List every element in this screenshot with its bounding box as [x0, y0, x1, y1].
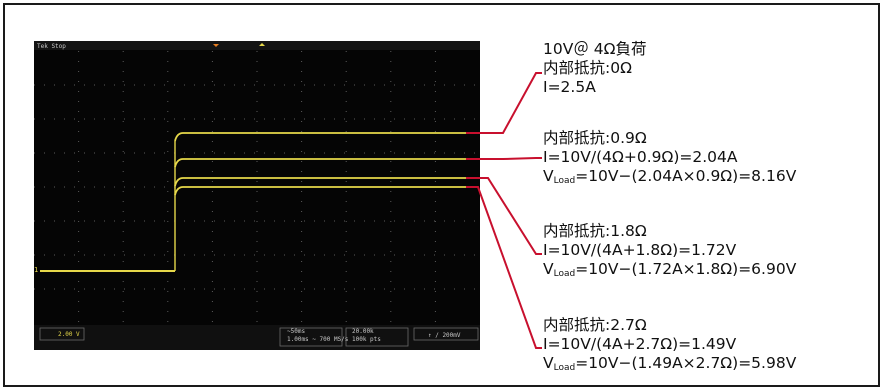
ch1-ground-marker: 1 — [34, 266, 39, 274]
scope-header-bar — [34, 41, 480, 50]
timebase-readout: ~50ms — [287, 328, 306, 335]
oscilloscope-display — [34, 41, 480, 350]
leader-line-3 — [466, 186, 542, 349]
annotation-1.8ohm: 内部抵抗:1.8Ω I=10V/(4A+1.8Ω)=1.72V VLoad=10… — [543, 222, 796, 279]
readout-box — [279, 327, 343, 347]
oscilloscope-grid — [34, 41, 480, 350]
trace-level-1 — [174, 158, 466, 168]
trigger-readout: ↑ / 200mV — [428, 332, 461, 339]
annotation-line: 内部抵抗:1.8Ω — [543, 222, 647, 240]
annotation-line: 10V＠ 4Ω負荷 — [543, 40, 647, 58]
annotation-line: I=2.5A — [543, 78, 596, 96]
readout-box — [39, 327, 85, 341]
ch1-scale-readout: 2.00 V — [58, 331, 80, 338]
annotation-0.9ohm: 内部抵抗:0.9Ω I=10V/(4Ω+0.9Ω)=2.04A VLoad=10… — [543, 129, 796, 186]
annotation-0ohm: 10V＠ 4Ω負荷 内部抵抗:0Ω I=2.5A — [543, 40, 646, 97]
trigger-level-marker — [259, 43, 265, 46]
oscilloscope-screen: Tek Stop 1 2.00 V ~50ms 1.00ms ~ 700 MS/… — [34, 41, 480, 350]
trace-level-0 — [174, 132, 466, 142]
voltage-traces — [40, 132, 466, 272]
sample-rate-readout: 1.00ms ~ 700 MS/s — [287, 336, 349, 343]
readout-box — [413, 327, 479, 341]
trace-level-2 — [174, 177, 466, 187]
annotation-line: 内部抵抗:0.9Ω — [543, 129, 647, 147]
trace-level-3 — [174, 186, 466, 196]
leader-line-2 — [466, 177, 542, 255]
record-length-readout: 100k pts — [352, 336, 381, 343]
annotation-2.7ohm: 内部抵抗:2.7Ω I=10V/(4A+2.7Ω)=1.49V VLoad=10… — [543, 316, 796, 373]
leader-line-1 — [466, 157, 542, 160]
annotation-line: I=10V/(4Ω+0.9Ω)=2.04A — [543, 148, 738, 166]
readout-box — [345, 327, 409, 347]
annotation-line: I=10V/(4A+2.7Ω)=1.49V — [543, 335, 737, 353]
trigger-position-marker — [213, 44, 219, 47]
annotation-line: 内部抵抗:2.7Ω — [543, 316, 647, 334]
annotation-line: VLoad=10V−(2.04A×0.9Ω)=8.16V — [543, 167, 797, 186]
leader-line-0 — [466, 72, 542, 134]
annotation-line: VLoad=10V−(1.49A×2.7Ω)=5.98V — [543, 354, 797, 373]
annotation-line: 内部抵抗:0Ω — [543, 59, 632, 77]
annotation-line: I=10V/(4A+1.8Ω)=1.72V — [543, 241, 737, 259]
scope-status-label: Tek Stop — [37, 43, 66, 50]
annotation-line: VLoad=10V−(1.72A×1.8Ω)=6.90V — [543, 260, 797, 279]
acquisition-readout: 20.00k — [352, 328, 374, 335]
